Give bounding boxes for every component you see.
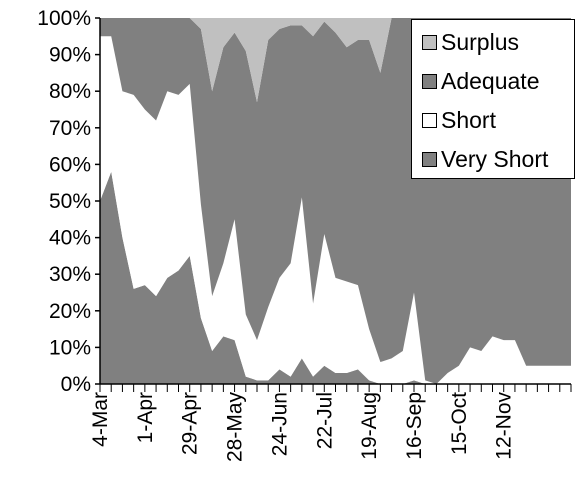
legend-item-very-short: Very Short bbox=[422, 145, 548, 173]
legend-swatch-short bbox=[422, 112, 437, 128]
y-tick-label: 50% bbox=[49, 190, 91, 213]
x-tick-label: 16-Sep bbox=[403, 392, 426, 460]
legend-swatch-surplus bbox=[422, 34, 437, 50]
legend-item-adequate: Adequate bbox=[422, 67, 539, 95]
x-tick-label: 15-Oct bbox=[448, 392, 471, 455]
legend-swatch-very-short bbox=[422, 151, 437, 167]
y-tick-label: 70% bbox=[49, 117, 91, 140]
y-tick-label: 100% bbox=[37, 7, 91, 30]
legend-label-adequate: Adequate bbox=[441, 67, 540, 94]
x-tick-label: 22-Jul bbox=[313, 392, 336, 449]
area-short bbox=[100, 36, 571, 385]
x-tick-label: 4-Mar bbox=[89, 392, 112, 447]
y-tick-label: 10% bbox=[49, 336, 91, 359]
legend-label-surplus: Surplus bbox=[441, 28, 519, 55]
x-tick-label: 19-Aug bbox=[358, 392, 381, 460]
y-tick-label: 40% bbox=[49, 227, 91, 250]
y-tick-label: 20% bbox=[49, 300, 91, 323]
legend-label-very-short: Very Short bbox=[441, 145, 549, 172]
y-tick-label: 0% bbox=[61, 373, 91, 396]
legend-swatch-adequate bbox=[422, 73, 437, 89]
legend-item-surplus: Surplus bbox=[422, 28, 519, 56]
y-tick-labels: 0% 10% 20% 30% 40% 50% 60% 70% 80% 90% 100% bbox=[37, 7, 91, 396]
x-tick-label: 1-Apr bbox=[134, 392, 157, 443]
area-very-short bbox=[100, 171, 571, 384]
y-tick-label: 80% bbox=[49, 80, 91, 103]
axes-layer bbox=[95, 17, 572, 392]
area-surplus bbox=[100, 18, 571, 103]
y-tick-label: 90% bbox=[49, 44, 91, 67]
y-tick-label: 60% bbox=[49, 153, 91, 176]
x-tick-label: 28-May bbox=[224, 392, 247, 463]
x-tick-label: 29-Apr bbox=[179, 392, 202, 455]
x-tick-label: 12-Nov bbox=[493, 392, 516, 460]
legend-label-short: Short bbox=[441, 106, 496, 133]
y-tick-label: 30% bbox=[49, 263, 91, 286]
x-tick-label: 24-Jun bbox=[268, 392, 291, 456]
legend: Surplus Adequate Short Very Short bbox=[411, 19, 575, 179]
x-tick-labels: 4-Mar 1-Apr 29-Apr 28-May 24-Jun 22-Jul 19-Aug… bbox=[89, 392, 516, 463]
legend-item-short: Short bbox=[422, 106, 496, 134]
